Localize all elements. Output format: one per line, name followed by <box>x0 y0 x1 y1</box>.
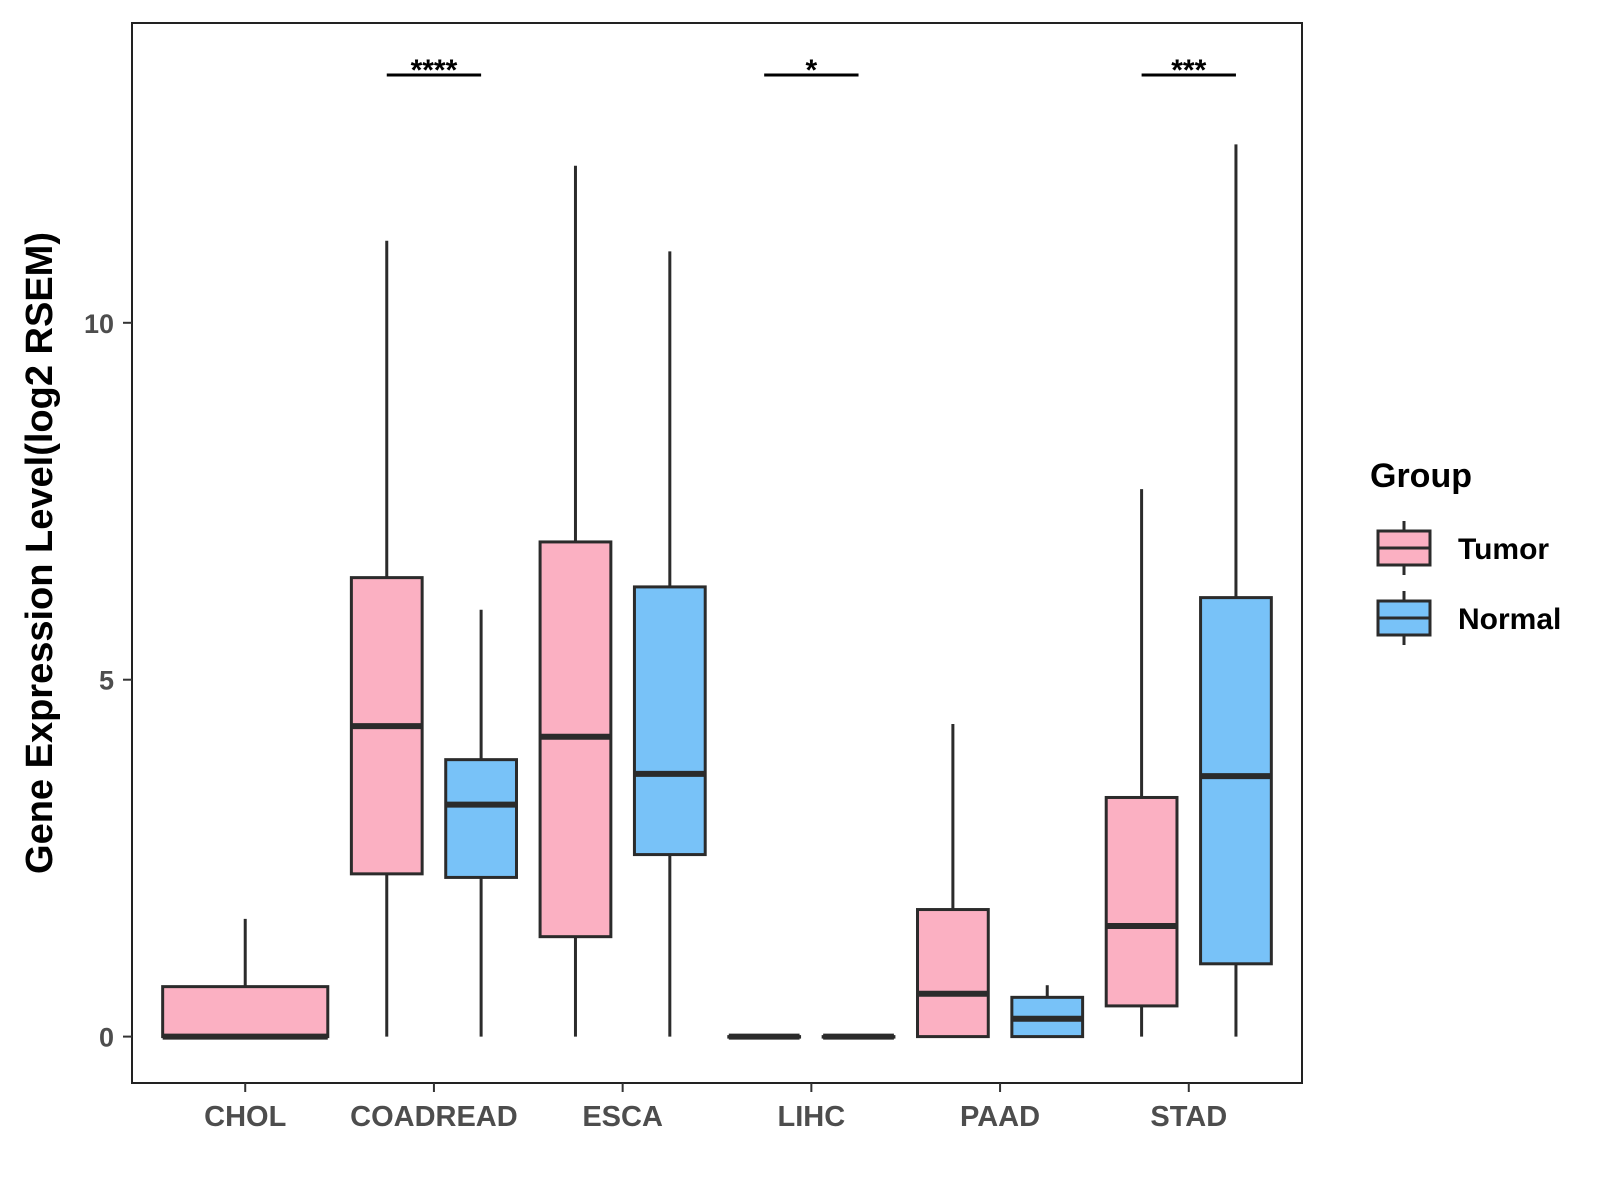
x-tick-label: ESCA <box>582 1101 663 1133</box>
box-tumor-stad <box>1104 795 1179 1008</box>
significance-annotations: **** * *** <box>386 54 1236 87</box>
legend-label-tumor: Tumor <box>1458 533 1549 566</box>
x-tick-label: PAAD <box>960 1101 1040 1133</box>
x-tick-label: CHOL <box>204 1101 286 1133</box>
x-axis: CHOL COADREAD ESCA LIHC PAAD STAD <box>204 1083 1227 1133</box>
significance-label: *** <box>1171 54 1206 87</box>
y-tick-label: 0 <box>99 1023 114 1053</box>
y-axis-title: Gene Expression Level(log2 RSEM) <box>19 232 61 874</box>
y-axis: 0 5 10 <box>84 309 132 1053</box>
legend-label-normal: Normal <box>1458 603 1561 636</box>
box-tumor-chol <box>161 985 330 1039</box>
significance-label: **** <box>411 54 458 87</box>
x-tick-label: COADREAD <box>350 1101 518 1133</box>
y-tick-label: 5 <box>99 666 114 696</box>
legend-title: Group <box>1370 457 1472 495</box>
y-tick-label: 10 <box>84 309 114 339</box>
box-normal-coadread <box>444 758 518 879</box>
x-tick-label: LIHC <box>778 1101 846 1133</box>
legend: Group Tumor Normal <box>1370 457 1561 645</box>
x-tick-label: STAD <box>1150 1101 1227 1133</box>
box-tumor-paad <box>916 908 990 1039</box>
box-normal-esca <box>632 585 707 857</box>
boxes <box>161 144 1273 1040</box>
box-normal-stad <box>1199 596 1273 966</box>
significance-label: * <box>806 54 818 87</box>
